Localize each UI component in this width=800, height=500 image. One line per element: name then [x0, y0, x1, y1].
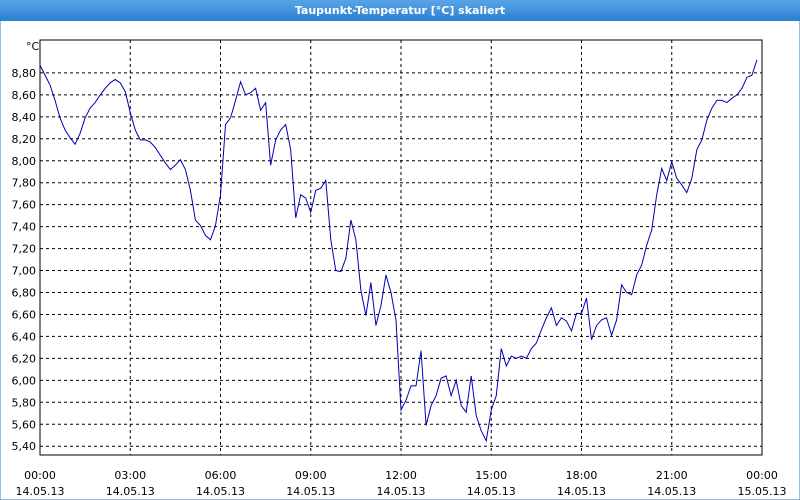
y-tick-label: 8,80 [12, 67, 37, 80]
x-tick-label: 18:00 [566, 469, 598, 482]
x-tick-label: 15:00 [475, 469, 507, 482]
chart-title: Taupunkt-Temperatur [°C] skaliert [295, 4, 505, 17]
x-tick-label: 21:00 [656, 469, 688, 482]
y-tick-label: 6,00 [12, 374, 37, 387]
y-tick-label: 7,00 [12, 265, 37, 278]
title-bar [0, 0, 800, 21]
x-tick-label: 00:00 [24, 469, 56, 482]
y-tick-label: 6,20 [12, 352, 37, 365]
y-tick-label: 7,60 [12, 199, 37, 212]
y-tick-label: 6,80 [12, 287, 37, 300]
x-tick-date: 14.05.13 [196, 485, 245, 498]
data-line [39, 59, 758, 443]
x-tick-date: 14.05.13 [286, 485, 335, 498]
y-tick-label: 6,40 [12, 330, 37, 343]
x-tick-date: 15.05.13 [738, 485, 787, 498]
x-tick-date: 14.05.13 [467, 485, 516, 498]
x-tick-date: 14.05.13 [557, 485, 606, 498]
x-tick-label: 06:00 [205, 469, 237, 482]
y-tick-label: 8,00 [12, 155, 37, 168]
y-tick-label: 8,60 [12, 89, 37, 102]
x-tick-label: 03:00 [114, 469, 146, 482]
y-tick-label: 7,40 [12, 221, 37, 234]
x-tick-date: 14.05.13 [106, 485, 155, 498]
y-tick-label: 7,80 [12, 177, 37, 190]
x-tick-date: 14.05.13 [647, 485, 696, 498]
y-tick-label: 7,20 [12, 243, 37, 256]
unit-label: °C [26, 40, 40, 53]
x-tick-label: 00:00 [746, 469, 778, 482]
x-tick-date: 14.05.13 [377, 485, 426, 498]
y-tick-label: 5,60 [12, 418, 37, 431]
x-tick-date: 14.05.13 [16, 485, 65, 498]
x-tick-label: 12:00 [385, 469, 417, 482]
y-tick-label: 5,80 [12, 396, 37, 409]
x-tick-label: 09:00 [295, 469, 327, 482]
y-tick-label: 6,60 [12, 308, 37, 321]
y-tick-label: 8,40 [12, 111, 37, 124]
y-tick-label: 5,40 [12, 440, 37, 453]
y-tick-label: 8,20 [12, 133, 37, 146]
